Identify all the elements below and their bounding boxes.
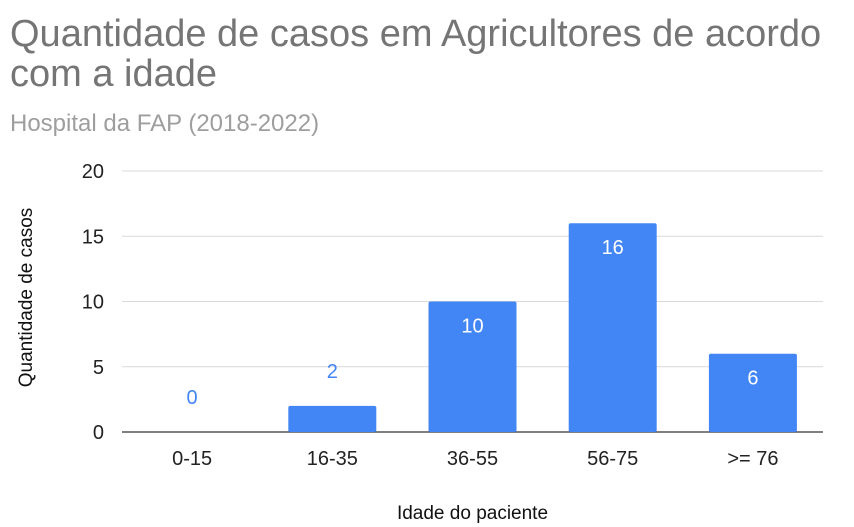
- y-axis-title: Quantidade de casos: [16, 208, 37, 388]
- y-tick-label: 5: [93, 357, 104, 379]
- bar: [708, 353, 797, 432]
- bar: [428, 301, 517, 432]
- x-tick-label: >= 76: [727, 448, 778, 470]
- x-tick-label: 16-35: [307, 448, 358, 470]
- x-tick-label: 0-15: [172, 448, 212, 470]
- data-label: 6: [747, 368, 758, 390]
- bar: [288, 405, 377, 432]
- bar: [568, 223, 657, 432]
- data-label: 0: [187, 387, 198, 409]
- data-label: 16: [602, 237, 624, 259]
- chart-subtitle: Hospital da FAP (2018-2022): [10, 110, 320, 137]
- x-tick-label: 36-55: [447, 448, 498, 470]
- data-label: 10: [461, 316, 483, 338]
- y-tick-label: 20: [82, 161, 104, 183]
- y-tick-label: 10: [82, 292, 104, 314]
- chart-title: Quantidade de casos em Agricultores de a…: [10, 13, 822, 95]
- x-tick-label: 56-75: [587, 448, 638, 470]
- data-label: 2: [327, 361, 338, 383]
- y-tick-label: 15: [82, 226, 104, 248]
- x-axis-title: Idade do paciente: [397, 503, 548, 524]
- y-tick-label: 0: [93, 422, 104, 444]
